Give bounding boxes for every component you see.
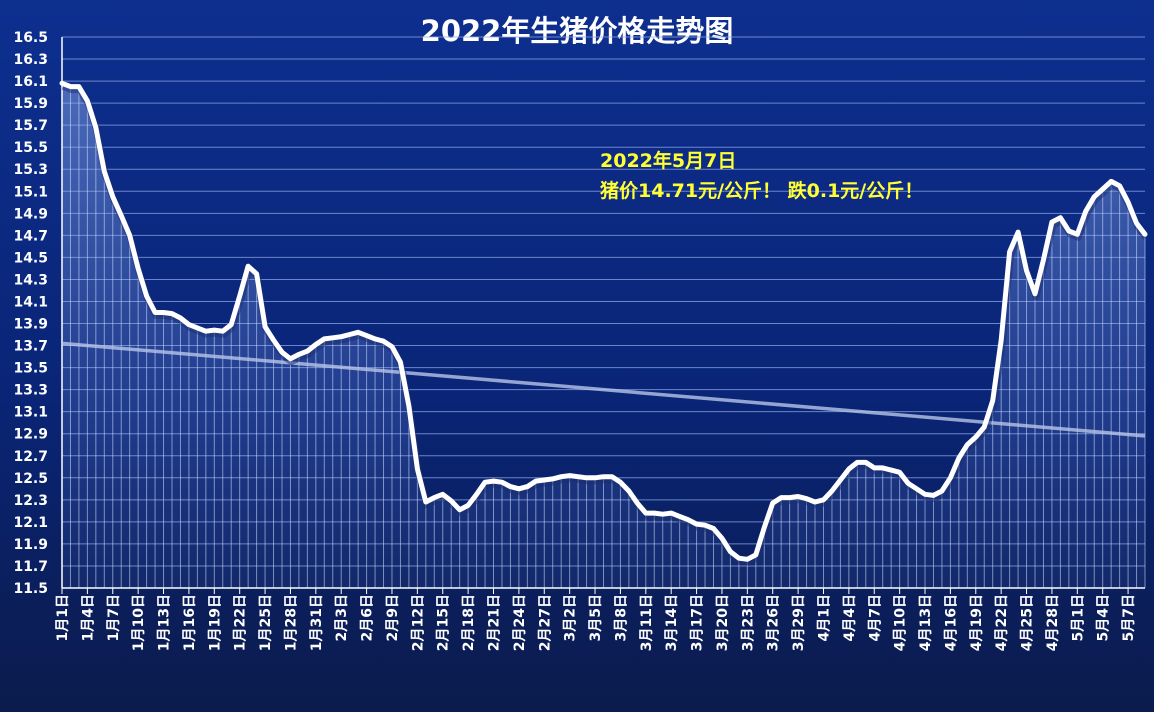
x-tick-label: 1月7日 — [106, 594, 122, 641]
x-tick-label: 4月4日 — [842, 594, 858, 641]
y-tick-label: 15.1 — [13, 184, 48, 200]
y-tick-label: 15.3 — [13, 162, 48, 178]
y-tick-label: 11.7 — [13, 559, 48, 575]
x-tick-label: 2月6日 — [360, 594, 376, 641]
annotation-date: 2022年5月7日 — [600, 150, 737, 172]
x-tick-label: 3月20日 — [715, 594, 731, 651]
x-tick-label: 5月1日 — [1070, 594, 1086, 641]
y-tick-label: 14.5 — [13, 250, 48, 266]
x-tick-label: 4月28日 — [1045, 594, 1061, 651]
x-tick-label: 1月28日 — [283, 594, 299, 651]
y-tick-label: 12.9 — [13, 427, 48, 443]
x-tick-label: 1月1日 — [55, 594, 71, 641]
y-tick-label: 15.9 — [13, 96, 48, 112]
annotation-price: 猪价14.71元/公斤！ 跌0.1元/公斤！ — [600, 180, 924, 202]
y-tick-label: 12.1 — [13, 515, 48, 531]
y-tick-label: 11.5 — [13, 581, 48, 597]
x-tick-label: 1月19日 — [207, 594, 223, 651]
x-tick-label: 3月26日 — [766, 594, 782, 651]
x-tick-label: 4月19日 — [969, 594, 985, 651]
x-tick-label: 1月13日 — [157, 594, 173, 651]
x-tick-label: 4月22日 — [994, 594, 1010, 651]
y-tick-label: 14.1 — [13, 294, 48, 310]
y-tick-label: 13.1 — [13, 405, 48, 421]
y-tick-label: 16.1 — [13, 74, 48, 90]
y-tick-label: 11.9 — [13, 537, 48, 553]
x-tick-label: 2月21日 — [487, 594, 503, 651]
y-tick-label: 14.3 — [13, 272, 48, 288]
x-tick-label: 2月24日 — [512, 594, 528, 651]
x-tick-label: 2月27日 — [537, 594, 553, 651]
x-tick-label: 4月1日 — [816, 594, 832, 641]
x-tick-label: 1月10日 — [131, 594, 147, 651]
y-tick-label: 16.5 — [13, 30, 48, 46]
y-tick-label: 13.5 — [13, 361, 48, 377]
x-tick-label: 3月29日 — [791, 594, 807, 651]
x-tick-label: 3月14日 — [664, 594, 680, 651]
y-tick-label: 14.9 — [13, 206, 48, 222]
x-tick-label: 1月31日 — [309, 594, 325, 651]
x-tick-label: 3月5日 — [588, 594, 604, 641]
y-tick-label: 15.5 — [13, 140, 48, 156]
x-tick-label: 4月13日 — [918, 594, 934, 651]
y-tick-label: 13.9 — [13, 317, 48, 333]
y-tick-label: 13.7 — [13, 339, 48, 355]
x-tick-label: 4月25日 — [1020, 594, 1036, 651]
x-tick-label: 1月25日 — [258, 594, 274, 651]
y-tick-label: 16.3 — [13, 52, 48, 68]
y-tick-label: 12.5 — [13, 471, 48, 487]
series-line — [59, 80, 1148, 562]
x-tick-label: 2月9日 — [385, 594, 401, 641]
y-tick-label: 12.7 — [13, 449, 48, 465]
x-tick-label: 3月23日 — [740, 594, 756, 651]
y-tick-label: 13.3 — [13, 383, 48, 399]
x-tick-label: 5月4日 — [1096, 594, 1112, 641]
x-tick-label: 1月4日 — [80, 594, 96, 641]
x-tick-label: 5月7日 — [1121, 594, 1137, 641]
x-tick-label: 2月15日 — [436, 594, 452, 651]
x-tick-label: 1月22日 — [233, 594, 249, 651]
y-tick-label: 12.3 — [13, 493, 48, 509]
x-tick-label: 4月7日 — [867, 594, 883, 641]
chart-annotation: 2022年5月7日 猪价14.71元/公斤！ 跌0.1元/公斤！ — [600, 146, 923, 206]
x-tick-label: 2月3日 — [334, 594, 350, 641]
x-tick-label: 2月18日 — [461, 594, 477, 651]
x-tick-label: 3月11日 — [639, 594, 655, 651]
x-tick-label: 4月16日 — [943, 594, 959, 651]
chart-title: 2022年生猪价格走势图 — [420, 14, 734, 48]
x-tick-label: 1月16日 — [182, 594, 198, 651]
x-tick-label: 2月12日 — [410, 594, 426, 651]
y-tick-label: 14.7 — [13, 228, 48, 244]
y-tick-label: 15.7 — [13, 118, 48, 134]
x-tick-label: 4月10日 — [893, 594, 909, 651]
x-tick-label: 3月17日 — [690, 594, 706, 651]
x-tick-label: 3月2日 — [563, 594, 579, 641]
x-tick-label: 3月8日 — [613, 594, 629, 641]
trend-line — [61, 341, 1146, 438]
